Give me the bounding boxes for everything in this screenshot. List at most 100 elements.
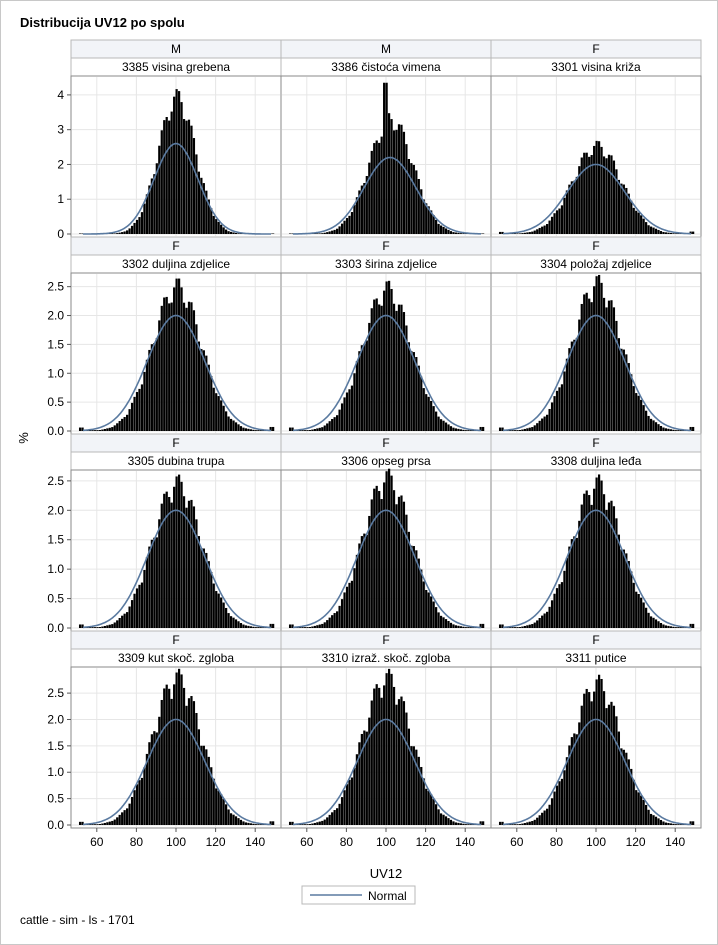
panel-trait-label: 3311 putice [565,651,626,665]
histogram-bar [215,591,218,628]
histogram-bar [225,804,228,825]
histogram-bar [323,232,326,234]
histogram-bar [180,481,183,628]
histogram-bar [158,145,161,234]
histogram-bar [207,364,210,431]
histogram-bar [321,623,324,628]
histogram-bar [435,219,438,234]
histogram-bar [91,627,94,628]
histogram-bar [620,348,623,431]
x-tick-label: 100 [376,835,396,849]
histogram-bar [210,571,213,628]
histogram-bar [321,820,324,825]
histogram-bar [212,778,215,825]
histogram-bar [291,233,294,234]
histogram-bar [345,218,349,234]
histogram-bar [642,218,645,234]
histogram-bar [78,233,82,234]
histogram-bar [222,602,225,628]
histogram-bar [635,210,638,234]
histogram-bar [355,754,359,825]
y-tick-label: 0.0 [47,424,64,438]
histogram-bar [148,349,151,431]
histogram-bar [432,406,435,431]
histogram-bar [642,405,645,431]
histogram-bar [338,409,341,431]
histogram-bar [422,199,425,234]
histogram-bar [432,601,435,628]
histogram-bar [128,803,131,825]
histogram-bar [511,824,514,825]
normal-curve [82,142,271,235]
histogram-bar [323,622,326,628]
histogram-bar [454,822,458,825]
histogram-bar [160,503,163,628]
histogram-bar [452,624,455,628]
histogram-bar [210,208,213,234]
y-tick-label: 2.0 [47,712,64,726]
histogram-bar [563,371,566,431]
histogram-bar [202,745,205,825]
histogram-bar [207,756,210,825]
histogram-bar [585,688,588,825]
histogram-bar [570,737,573,825]
histogram-bar [645,804,648,825]
histogram-bar [640,795,643,825]
histogram-bar [222,227,225,234]
histogram-bar [402,312,406,431]
histogram-bar [667,232,670,234]
histogram-bar [217,221,220,234]
histogram-bar [410,545,413,628]
histogram-bar [175,672,178,825]
histogram-bar [338,803,341,825]
histogram-bar [133,790,136,825]
histogram-bar [247,625,250,628]
histogram-bar [659,622,663,628]
histogram-bar [444,228,448,234]
histogram-bar [407,728,411,825]
histogram-bar [692,231,695,234]
histogram-bar [565,557,569,628]
histogram-bar [229,418,233,431]
histogram-bar [135,219,139,234]
histogram-bar [160,699,163,825]
histogram-bar [674,824,677,825]
histogram-bar [662,231,665,234]
histogram-bar [232,420,235,431]
histogram-bar [659,820,663,825]
histogram-bar [432,798,435,825]
histogram-bar [350,385,354,431]
histogram-bar [232,617,235,628]
histogram-bar [160,130,163,234]
histogram-bar [168,120,171,234]
histogram-bar [432,215,435,234]
histogram-bar [417,756,420,825]
histogram-bar [531,427,534,431]
histogram-bar [521,233,524,234]
histogram-bar [560,384,564,431]
y-tick-label: 0.5 [47,395,64,409]
histogram-bar [148,546,151,628]
histogram-bar [449,231,453,234]
histogram-bar [121,615,124,628]
histogram-bar [622,349,625,431]
histogram-bar [197,171,201,234]
histogram-bar [498,231,502,234]
histogram-bar [479,623,482,628]
histogram-bar [600,678,603,825]
histogram-bar [242,821,245,825]
histogram-bar [622,184,625,234]
histogram-bar [573,733,576,825]
histogram-bar [192,701,196,825]
histogram-bar [462,429,465,431]
histogram-bar [425,394,428,431]
histogram-bar [615,518,618,628]
y-tick-label: 1.0 [47,366,64,380]
histogram-bar [308,626,312,628]
histogram-bar [420,569,423,628]
histogram-bar [400,696,403,825]
histogram-bar [202,548,205,628]
histogram-bar [130,225,134,234]
histogram-bar [331,419,334,431]
histogram-bar [439,813,443,825]
